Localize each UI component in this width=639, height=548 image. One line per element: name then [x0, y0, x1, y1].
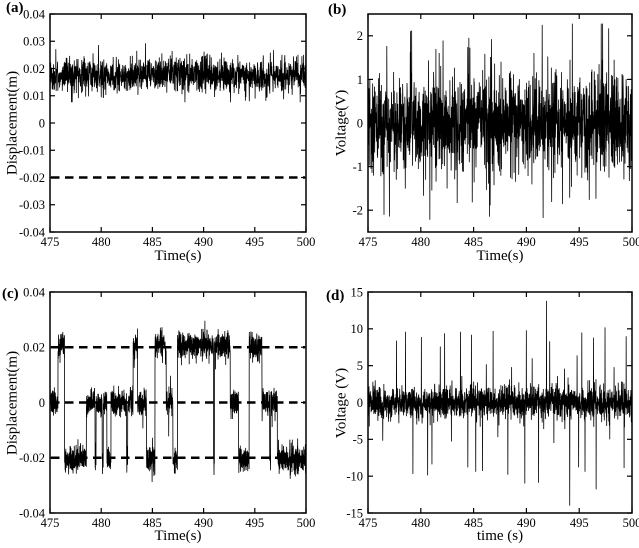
svg-text:0: 0 [357, 116, 363, 130]
panel-c-label: (c) [2, 286, 19, 302]
svg-text:490: 490 [194, 235, 213, 249]
svg-text:485: 485 [143, 516, 162, 530]
svg-text:480: 480 [92, 235, 111, 249]
svg-text:480: 480 [411, 516, 430, 530]
svg-text:-0.04: -0.04 [19, 225, 46, 239]
svg-text:475: 475 [41, 235, 60, 249]
panel-d: (d) Voltage (V) 475 480 485 490 495 500 15 10 5 0… [320, 274, 639, 548]
panel-c-plot: 475 480 485 490 495 500 0.04 0.02 0 -0.02 -0.04 [0, 274, 320, 548]
svg-text:-5: -5 [353, 433, 363, 447]
svg-text:500: 500 [623, 235, 639, 249]
panel-c-xlabel: Time(s) [154, 528, 202, 544]
svg-text:0: 0 [39, 396, 45, 410]
svg-text:-0.02: -0.02 [19, 451, 45, 465]
svg-text:0.02: 0.02 [23, 62, 45, 76]
svg-text:490: 490 [194, 516, 213, 530]
panel-d-label: (d) [326, 288, 345, 304]
svg-text:-0.03: -0.03 [19, 198, 45, 212]
panel-a-plot: 475 480 485 490 495 500 0.04 0.03 0.02 0.01 0 -0.01… [0, 0, 320, 279]
svg-text:490: 490 [517, 235, 536, 249]
svg-text:475: 475 [359, 516, 378, 530]
svg-text:0.04: 0.04 [23, 7, 46, 21]
svg-text:2: 2 [357, 29, 363, 43]
svg-text:0.01: 0.01 [23, 89, 45, 103]
svg-text:500: 500 [297, 516, 316, 530]
svg-text:0.04: 0.04 [23, 285, 46, 299]
svg-text:0.02: 0.02 [23, 341, 45, 355]
panel-b-plot: 475 480 485 490 495 500 2 1 0 -1 -2 [320, 0, 639, 279]
svg-text:10: 10 [351, 322, 364, 336]
svg-text:-0.02: -0.02 [19, 171, 45, 185]
panel-d-xlabel: time (s) [476, 528, 524, 544]
svg-text:485: 485 [464, 516, 483, 530]
svg-text:0: 0 [39, 116, 45, 130]
svg-text:495: 495 [245, 235, 264, 249]
svg-text:490: 490 [517, 516, 536, 530]
svg-text:-0.01: -0.01 [19, 144, 45, 158]
panel-d-plot: 475 480 485 490 495 500 15 10 5 0 -5 -10 -15 [320, 274, 639, 548]
svg-text:1: 1 [357, 73, 363, 87]
panel-a-label: (a) [6, 0, 24, 16]
svg-text:475: 475 [41, 516, 60, 530]
svg-text:0: 0 [357, 396, 363, 410]
svg-text:495: 495 [570, 516, 589, 530]
panel-b: (b) Voltage(V) 475 480 485 490 495 500 2 1 0 -1 -2… [320, 0, 639, 274]
svg-text:500: 500 [623, 516, 639, 530]
panel-a-xlabel: Time(s) [154, 248, 202, 264]
svg-text:15: 15 [351, 285, 364, 299]
svg-text:-0.04: -0.04 [19, 506, 46, 520]
svg-text:495: 495 [245, 516, 264, 530]
svg-text:485: 485 [143, 235, 162, 249]
svg-text:480: 480 [411, 235, 430, 249]
svg-text:0.03: 0.03 [23, 35, 45, 49]
svg-text:-2: -2 [353, 204, 363, 218]
svg-text:495: 495 [570, 235, 589, 249]
svg-text:5: 5 [357, 359, 363, 373]
svg-text:-15: -15 [346, 506, 363, 520]
svg-text:480: 480 [92, 516, 111, 530]
panel-c: (c) Displacement(m) 475 480 485 490 495 500 0.… [0, 274, 320, 548]
panel-b-label: (b) [328, 2, 347, 18]
panel-b-xlabel: Time(s) [476, 248, 524, 264]
svg-text:-1: -1 [353, 160, 363, 174]
svg-text:500: 500 [297, 235, 316, 249]
panel-a: (a) Displacement(m) 475 480 485 490 495 500 0.… [0, 0, 320, 274]
svg-text:485: 485 [464, 235, 483, 249]
svg-text:475: 475 [359, 235, 378, 249]
svg-text:-10: -10 [346, 470, 363, 484]
